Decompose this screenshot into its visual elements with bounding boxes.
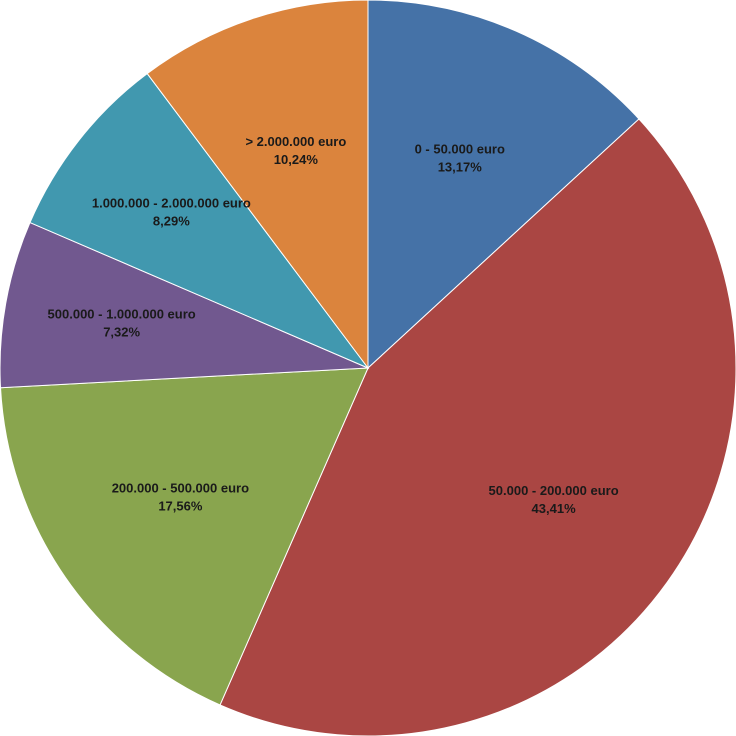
slice-label: 200.000 - 500.000 euro: [112, 480, 249, 495]
pie-slice: [0, 221, 369, 389]
slice-label: > 2.000.000 euro: [245, 134, 346, 149]
slice-value: 8,29%: [153, 214, 190, 229]
slice-value: 17,56%: [158, 498, 203, 513]
slice-value: 7,32%: [103, 325, 140, 340]
slice-label: 500.000 - 1.000.000 euro: [48, 307, 196, 322]
slice-value: 13,17%: [438, 160, 483, 175]
slice-label: 1.000.000 - 2.000.000 euro: [92, 196, 251, 211]
pie-slice: [0, 367, 369, 706]
pie-slice: [367, 0, 640, 370]
pie-slice: [146, 0, 369, 370]
slice-label: 0 - 50.000 euro: [415, 142, 505, 157]
slice-value: 43,41%: [532, 501, 577, 516]
pie-slice: [29, 72, 370, 370]
slice-value: 10,24%: [274, 152, 319, 167]
slice-label: 50.000 - 200.000 euro: [489, 483, 619, 498]
